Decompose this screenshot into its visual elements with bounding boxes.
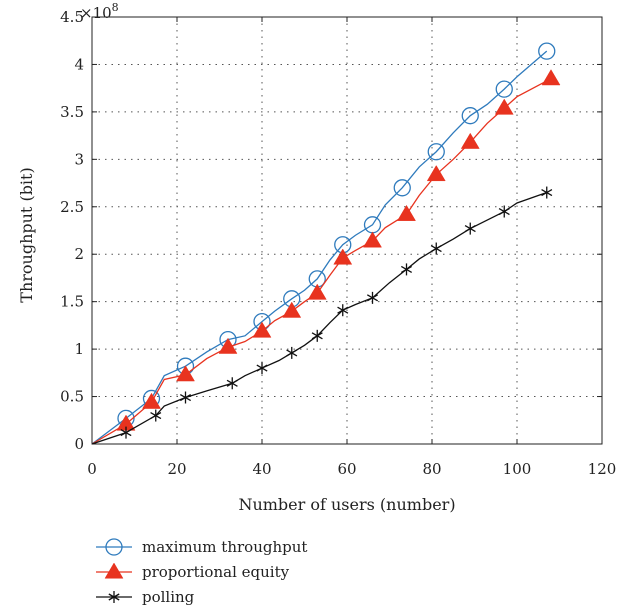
marker-star-arm — [498, 207, 510, 216]
marker-star — [120, 426, 132, 439]
marker-star — [311, 329, 323, 342]
marker-triangle — [426, 165, 446, 182]
marker-star-arm — [311, 332, 323, 340]
series-line — [91, 50, 548, 445]
x-axis-ticks: 0 20 40 60 80 100 120 — [87, 17, 616, 478]
legend-entry: maximum throughput — [96, 538, 307, 556]
marker-triangle — [142, 392, 161, 409]
series-line — [91, 191, 547, 445]
marker-star — [256, 362, 268, 375]
marker-triangle — [333, 248, 353, 265]
marker-star — [337, 304, 349, 317]
marker-star — [400, 263, 413, 276]
marker-circle — [427, 143, 445, 161]
y-tick-label: 0 — [74, 435, 84, 453]
y-axis-ticks: 0 0.5 1 1.5 2 2.5 3 3.5 4 4.5 — [60, 8, 602, 453]
series-line — [91, 78, 552, 445]
marker-star-arm — [150, 411, 162, 420]
marker-star — [108, 591, 120, 603]
marker-circle — [461, 107, 479, 125]
x-tick-label: 40 — [252, 460, 271, 478]
marker-star — [366, 291, 379, 304]
marker-star-arm — [430, 244, 442, 253]
marker-star-arm — [464, 225, 476, 233]
marker-triangle — [397, 204, 416, 221]
marker-triangle — [541, 69, 561, 86]
marker-star-arm — [120, 429, 132, 437]
marker-star-arm — [337, 306, 349, 314]
marker-star — [498, 205, 510, 218]
x-tick-label: 0 — [87, 460, 97, 478]
y-tick-label: 2 — [74, 245, 84, 263]
marker-triangle — [282, 301, 302, 318]
x-tick-label: 60 — [337, 460, 356, 478]
marker-star — [150, 409, 162, 422]
legend-entry: polling — [96, 588, 195, 606]
marker-triangle — [460, 132, 480, 149]
y-tick-label: 3 — [74, 150, 84, 168]
x-tick-label: 20 — [167, 460, 186, 478]
legend: maximum throughput proportional equity pol… — [96, 538, 307, 606]
legend-label: polling — [142, 588, 195, 606]
marker-star — [226, 377, 238, 390]
marker-circle — [393, 179, 411, 197]
marker-triangle — [494, 98, 514, 115]
marker-star-arm — [286, 349, 298, 357]
marker-star-arm — [366, 294, 379, 302]
marker-triangle — [218, 337, 238, 354]
marker-star-arm — [541, 188, 553, 197]
legend-label: maximum throughput — [142, 538, 307, 556]
marker-triangle — [176, 365, 195, 382]
grid — [92, 16, 602, 444]
series-maximum-throughput — [91, 42, 556, 445]
marker-star — [464, 222, 476, 235]
y-multiplier: ×108 — [80, 1, 119, 22]
marker-triangle — [104, 562, 124, 579]
x-tick-label: 120 — [588, 460, 617, 478]
y-tick-label: 3.5 — [60, 103, 84, 121]
y-tick-label: 4.5 — [60, 8, 84, 26]
y-axis-label: Throughput (bit) — [17, 167, 36, 302]
series-lines — [91, 42, 561, 445]
x-axis-label: Number of users (number) — [238, 495, 455, 514]
marker-triangle — [252, 321, 272, 338]
legend-label: proportional equity — [142, 563, 290, 581]
legend-entry: proportional equity — [96, 562, 290, 581]
x-tick-label: 80 — [422, 460, 441, 478]
marker-star — [286, 346, 298, 359]
marker-star-arm — [108, 593, 120, 601]
series-proportional-equity — [91, 69, 561, 445]
y-tick-label: 1 — [74, 340, 84, 358]
marker-star-arm — [179, 393, 192, 402]
marker-star-arm — [400, 265, 413, 273]
y-tick-label: 4 — [74, 55, 84, 73]
y-tick-label: 0.5 — [60, 388, 84, 406]
marker-triangle — [307, 283, 327, 300]
marker-star — [541, 186, 553, 199]
plot-area-frame — [91, 16, 603, 445]
marker-star — [430, 242, 442, 255]
marker-circle — [538, 42, 556, 60]
x-tick-label: 100 — [503, 460, 532, 478]
series-polling — [91, 186, 553, 445]
marker-star-arm — [226, 379, 238, 387]
marker-circle — [495, 80, 513, 98]
marker-circle — [105, 538, 123, 556]
marker-star — [179, 391, 192, 404]
y-tick-label: 1.5 — [60, 293, 84, 311]
marker-triangle — [363, 231, 382, 248]
marker-star-arm — [256, 364, 268, 372]
y-tick-label: 2.5 — [60, 198, 84, 216]
